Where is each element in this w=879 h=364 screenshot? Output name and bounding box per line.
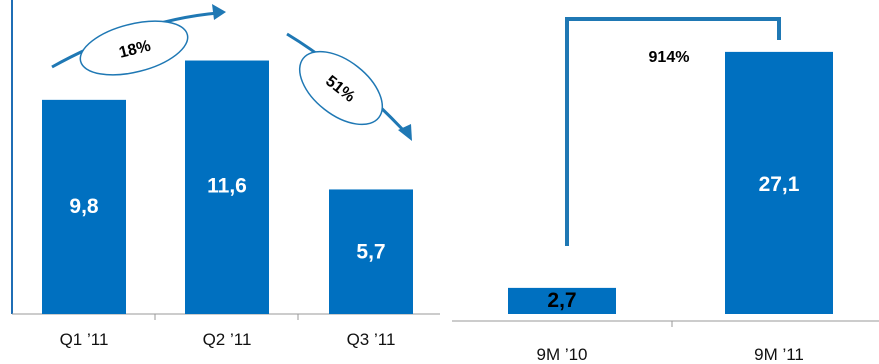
bar-value-label: 5,7	[356, 240, 385, 263]
bar	[42, 99, 126, 314]
x-tick-label: 9M ’10	[536, 345, 587, 364]
right-chart-bars: 2,7 9M ’10 27,1 9M ’11	[508, 51, 833, 364]
x-tick-label: Q1 ’11	[60, 330, 109, 349]
bar	[725, 51, 833, 314]
bar-value-label: 9,8	[69, 195, 99, 218]
decline-bubble	[298, 50, 384, 126]
decline-annotation-q2-q3: 51%	[286, 32, 412, 141]
arrowhead-icon	[212, 4, 226, 20]
bar-value-label: 27,1	[759, 173, 800, 196]
bar	[185, 60, 269, 314]
growth-annotation-9m: 914%	[565, 17, 781, 246]
x-tick-label: Q2 ’11	[203, 330, 252, 349]
x-tick-label: Q3 ’11	[347, 330, 396, 349]
growth-annotation-q1-q2: 18%	[51, 4, 226, 76]
bar	[508, 287, 616, 314]
bar-value-label: 2,7	[547, 289, 576, 312]
left-chart-bars: 9,8 Q1 ’11 11,6 Q2 ’11 5,7 Q3 ’11	[42, 60, 413, 349]
x-tick-label: 9M ’11	[754, 345, 804, 364]
growth-label: 914%	[649, 49, 690, 66]
bracket-connector	[565, 17, 781, 246]
growth-bubble	[79, 20, 189, 76]
bar	[329, 189, 413, 314]
arrowhead-icon	[398, 124, 412, 141]
bar-value-label: 11,6	[207, 175, 247, 198]
